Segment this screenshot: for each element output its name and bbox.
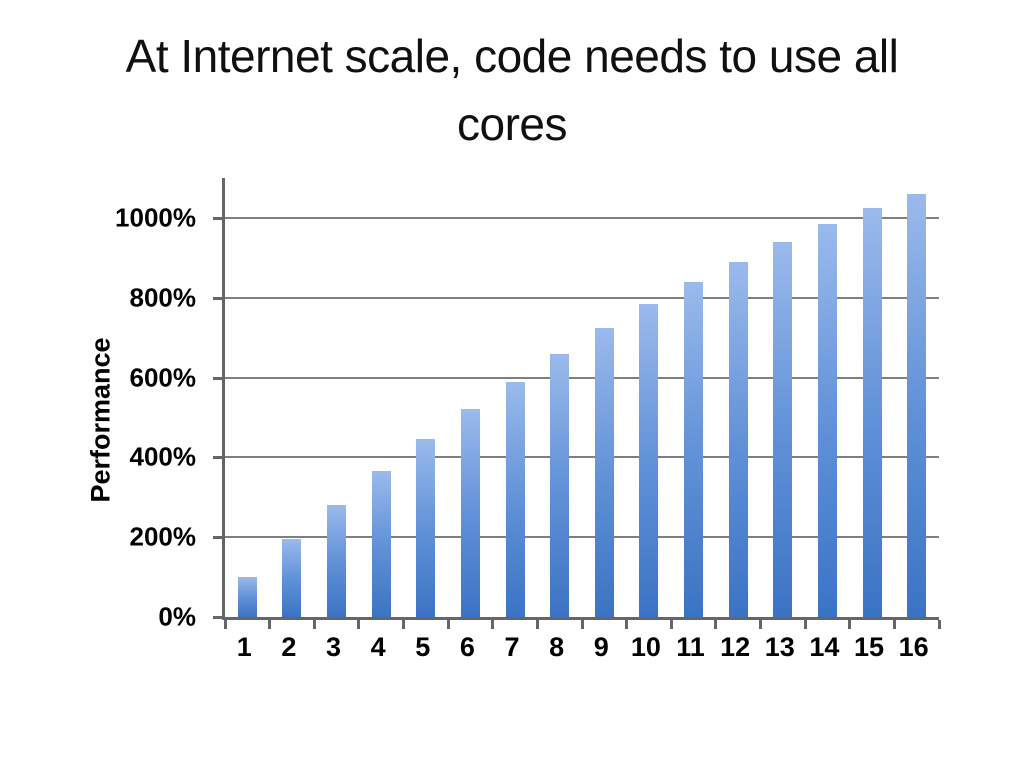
x-tick-label-13: 13 xyxy=(764,632,795,662)
y-tick-label-200%: 200% xyxy=(129,521,197,552)
bar-core-7 xyxy=(505,381,525,617)
x-axis-tick-labels: 1 2 3 4 5 6 7 8 9 10 11 12 13 14 15 16 xyxy=(222,632,936,663)
x-tickmark-16 xyxy=(937,620,941,629)
bars xyxy=(225,178,939,617)
bar-core-2 xyxy=(282,539,302,617)
gridline-600% xyxy=(225,376,939,379)
x-tickmark-9 xyxy=(625,620,629,629)
bar-core-13 xyxy=(773,241,793,617)
y-tick-label-1000%: 1000% xyxy=(115,202,196,233)
x-tick-label-12: 12 xyxy=(720,632,751,662)
bar-core-4 xyxy=(371,471,391,617)
bar-core-11 xyxy=(684,281,704,617)
x-tickmark-0 xyxy=(223,620,227,629)
x-tick-label-3: 3 xyxy=(326,632,342,662)
y-tickmark-400% xyxy=(213,456,225,460)
gridline-1000% xyxy=(225,216,939,219)
x-tick-label-6: 6 xyxy=(459,632,475,662)
gridline-200% xyxy=(225,536,939,539)
x-tick-label-14: 14 xyxy=(809,632,840,662)
x-tickmark-5 xyxy=(446,620,450,629)
y-tick-label-400%: 400% xyxy=(129,441,197,472)
bar-core-3 xyxy=(327,505,347,617)
bar-core-1 xyxy=(237,577,257,617)
x-tickmark-6 xyxy=(491,620,495,629)
x-tick-label-1: 1 xyxy=(236,632,252,662)
x-tick-label-16: 16 xyxy=(898,632,929,662)
x-tick-label-7: 7 xyxy=(504,632,520,662)
x-tick-label-11: 11 xyxy=(676,632,705,662)
gridline-800% xyxy=(225,296,939,299)
plot-area xyxy=(213,178,941,629)
slide-title: At Internet scale, code needs to use all… xyxy=(0,22,1024,158)
y-tick-label-0%: 0% xyxy=(158,601,196,632)
bar-core-16 xyxy=(907,193,927,617)
bar-core-10 xyxy=(639,303,659,617)
x-tickmark-14 xyxy=(848,620,852,629)
x-tickmark-7 xyxy=(535,620,539,629)
x-tickmark-1 xyxy=(268,620,272,629)
y-tickmark-200% xyxy=(213,536,225,540)
y-tickmark-800% xyxy=(213,296,225,300)
x-tickmark-15 xyxy=(892,620,896,629)
x-tick-label-2: 2 xyxy=(281,632,297,662)
x-tick-label-10: 10 xyxy=(630,632,661,662)
x-tick-label-9: 9 xyxy=(593,632,609,662)
x-tickmark-8 xyxy=(580,620,584,629)
bar-core-15 xyxy=(862,207,882,617)
x-tickmark-10 xyxy=(669,620,673,629)
y-tickmark-600% xyxy=(213,376,225,380)
slide-title-line-2: cores xyxy=(457,98,567,150)
slide-title-line-1: At Internet scale, code needs to use all xyxy=(125,30,899,82)
bar-core-6 xyxy=(460,409,480,617)
x-tickmark-11 xyxy=(714,620,718,629)
bar-core-9 xyxy=(594,327,614,617)
y-tickmark-1000% xyxy=(213,216,225,220)
gridlines xyxy=(225,178,939,617)
x-tick-label-5: 5 xyxy=(415,632,431,662)
x-tickmark-4 xyxy=(402,620,405,629)
gridline-400% xyxy=(225,456,939,459)
bar-core-14 xyxy=(817,223,837,617)
y-tick-label-800%: 800% xyxy=(129,282,197,313)
x-tickmark-3 xyxy=(357,620,361,629)
x-tick-label-4: 4 xyxy=(370,632,386,662)
x-tick-label-8: 8 xyxy=(549,632,565,662)
x-tickmark-13 xyxy=(803,620,807,629)
y-tickmark-0% xyxy=(213,616,225,619)
x-tickmark-2 xyxy=(312,620,316,629)
bar-core-12 xyxy=(728,261,748,617)
x-tickmark-12 xyxy=(759,620,762,629)
bar-core-8 xyxy=(550,353,570,617)
x-tick-label-15: 15 xyxy=(854,632,885,662)
y-tick-label-600%: 600% xyxy=(129,362,197,393)
bar-core-5 xyxy=(416,439,436,617)
y-axis-tick-labels: 0% 200% 400% 600% 800% 1000% xyxy=(0,178,222,631)
